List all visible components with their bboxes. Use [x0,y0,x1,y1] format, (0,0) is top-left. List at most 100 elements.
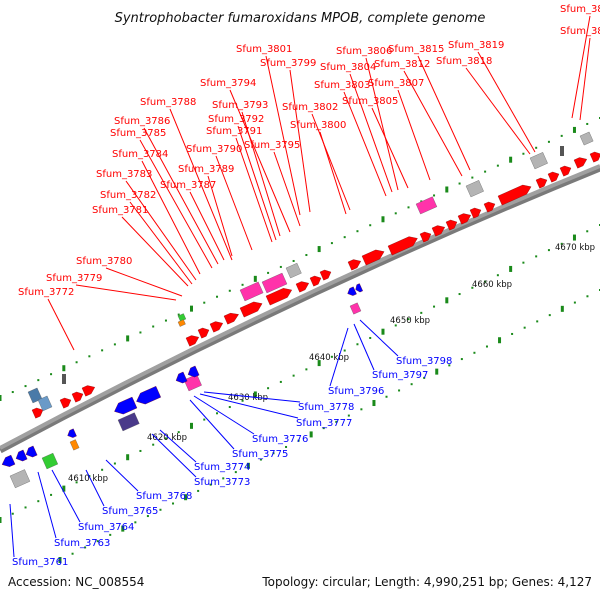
tick-mark [189,422,193,429]
reverse-gene [175,371,188,384]
tick-mark [460,358,463,361]
leader-line [237,125,277,241]
reverse-gene [136,386,162,405]
tick-mark [394,212,397,215]
tick-mark [509,265,513,272]
gene-label-bottom: Sfum_3764 [78,522,134,533]
tick-mark [522,261,525,264]
forward-gene [319,269,332,281]
tick-mark [330,242,333,245]
gene-label-bottom: Sfum_3775 [232,449,288,460]
forward-gene [223,312,239,325]
forward-gene [239,301,263,318]
reverse-gene [114,396,138,415]
tick-mark [309,431,313,438]
forward-gene [361,249,385,266]
forward-gene [445,219,458,231]
gene-label-top: Sfum_3830 [560,26,600,37]
tick-mark [96,540,99,543]
gene-label-top: Sfum_3819 [448,40,504,51]
gene-label-top: Sfum_3789 [178,164,234,175]
tick-mark [24,506,27,509]
forward-gene [197,327,210,339]
tick-mark [560,242,563,245]
tick-mark [0,517,2,523]
grey-feature [579,131,594,146]
tick-mark [126,454,130,461]
gene-label-top: Sfum_3815 [388,44,444,55]
tick-mark [572,234,576,241]
forward-gene [431,225,446,237]
tick-mark [184,494,188,501]
leader-line [215,155,253,251]
leader-line [139,139,213,269]
leader-line [465,67,531,155]
tick-mark [522,152,525,155]
tick-mark [535,255,538,258]
leader-line [199,393,299,419]
tick-mark [547,140,550,143]
gene-label-bottom: Sfum_3796 [328,386,384,397]
tick-mark [385,395,388,398]
gene-label-top: Sfum_3780 [76,256,132,267]
map-title: Syntrophobacter fumaroxidans MPOB, compl… [115,11,486,26]
gene-label-top: Sfum_3795 [244,140,300,151]
tick-mark [75,361,78,364]
genome-backbone [0,164,600,454]
tick-mark [398,389,401,392]
leader-line [319,131,347,215]
gene-label-top: Sfum_3782 [100,190,156,201]
gene-label-top: Sfum_3786 [114,116,170,127]
tick-mark [279,380,282,383]
kbp-label: 4660 kbp [472,280,512,290]
tick-mark [471,176,474,179]
forward-gene [347,259,362,271]
reverse-gene [15,449,28,462]
tick-mark [37,500,40,503]
leader-line [141,160,201,275]
leader-line [477,51,536,153]
tick-mark [62,365,66,372]
leader-line [189,399,235,450]
genome-summary-text: Topology: circular; Length: 4,990,251 bp… [261,575,592,589]
forward-gene [497,184,532,206]
gene-label-top: Sfum_3804 [320,62,376,73]
leader-line [359,319,399,357]
forward-gene [547,171,560,183]
tick-mark [496,164,499,167]
tick-mark [84,546,87,549]
tick-mark [394,324,397,327]
leader-line [207,175,233,257]
other-feature [27,387,43,404]
gene-label-bottom: Sfum_3776 [252,434,308,445]
other-feature [177,319,186,327]
gene-label-top: Sfum_3793 [212,100,268,111]
tick-mark [75,481,78,484]
tick-mark [343,349,346,352]
tick-mark [423,376,426,379]
forward-gene [81,385,96,397]
kbp-label: 4630 kbp [228,393,268,403]
tick-mark [484,170,487,173]
tick-mark [292,374,295,377]
tick-mark [420,311,423,314]
tick-mark [420,200,423,203]
tick-mark [241,399,244,402]
grey-feature [9,469,31,489]
leader-line [121,216,189,287]
tick-mark [267,387,270,390]
tick-mark [586,295,589,298]
gene-label-bottom: Sfum_3768 [136,491,192,502]
tick-mark [152,325,155,328]
reverse-gene [187,365,200,378]
leader-line [397,89,431,181]
leader-line [203,391,301,403]
grey-feature [465,180,484,198]
leader-line [579,37,591,121]
tick-mark [572,126,576,133]
tick-mark [113,343,116,346]
leader-line [571,15,591,119]
tick-mark [560,305,564,312]
leader-line [37,471,57,539]
